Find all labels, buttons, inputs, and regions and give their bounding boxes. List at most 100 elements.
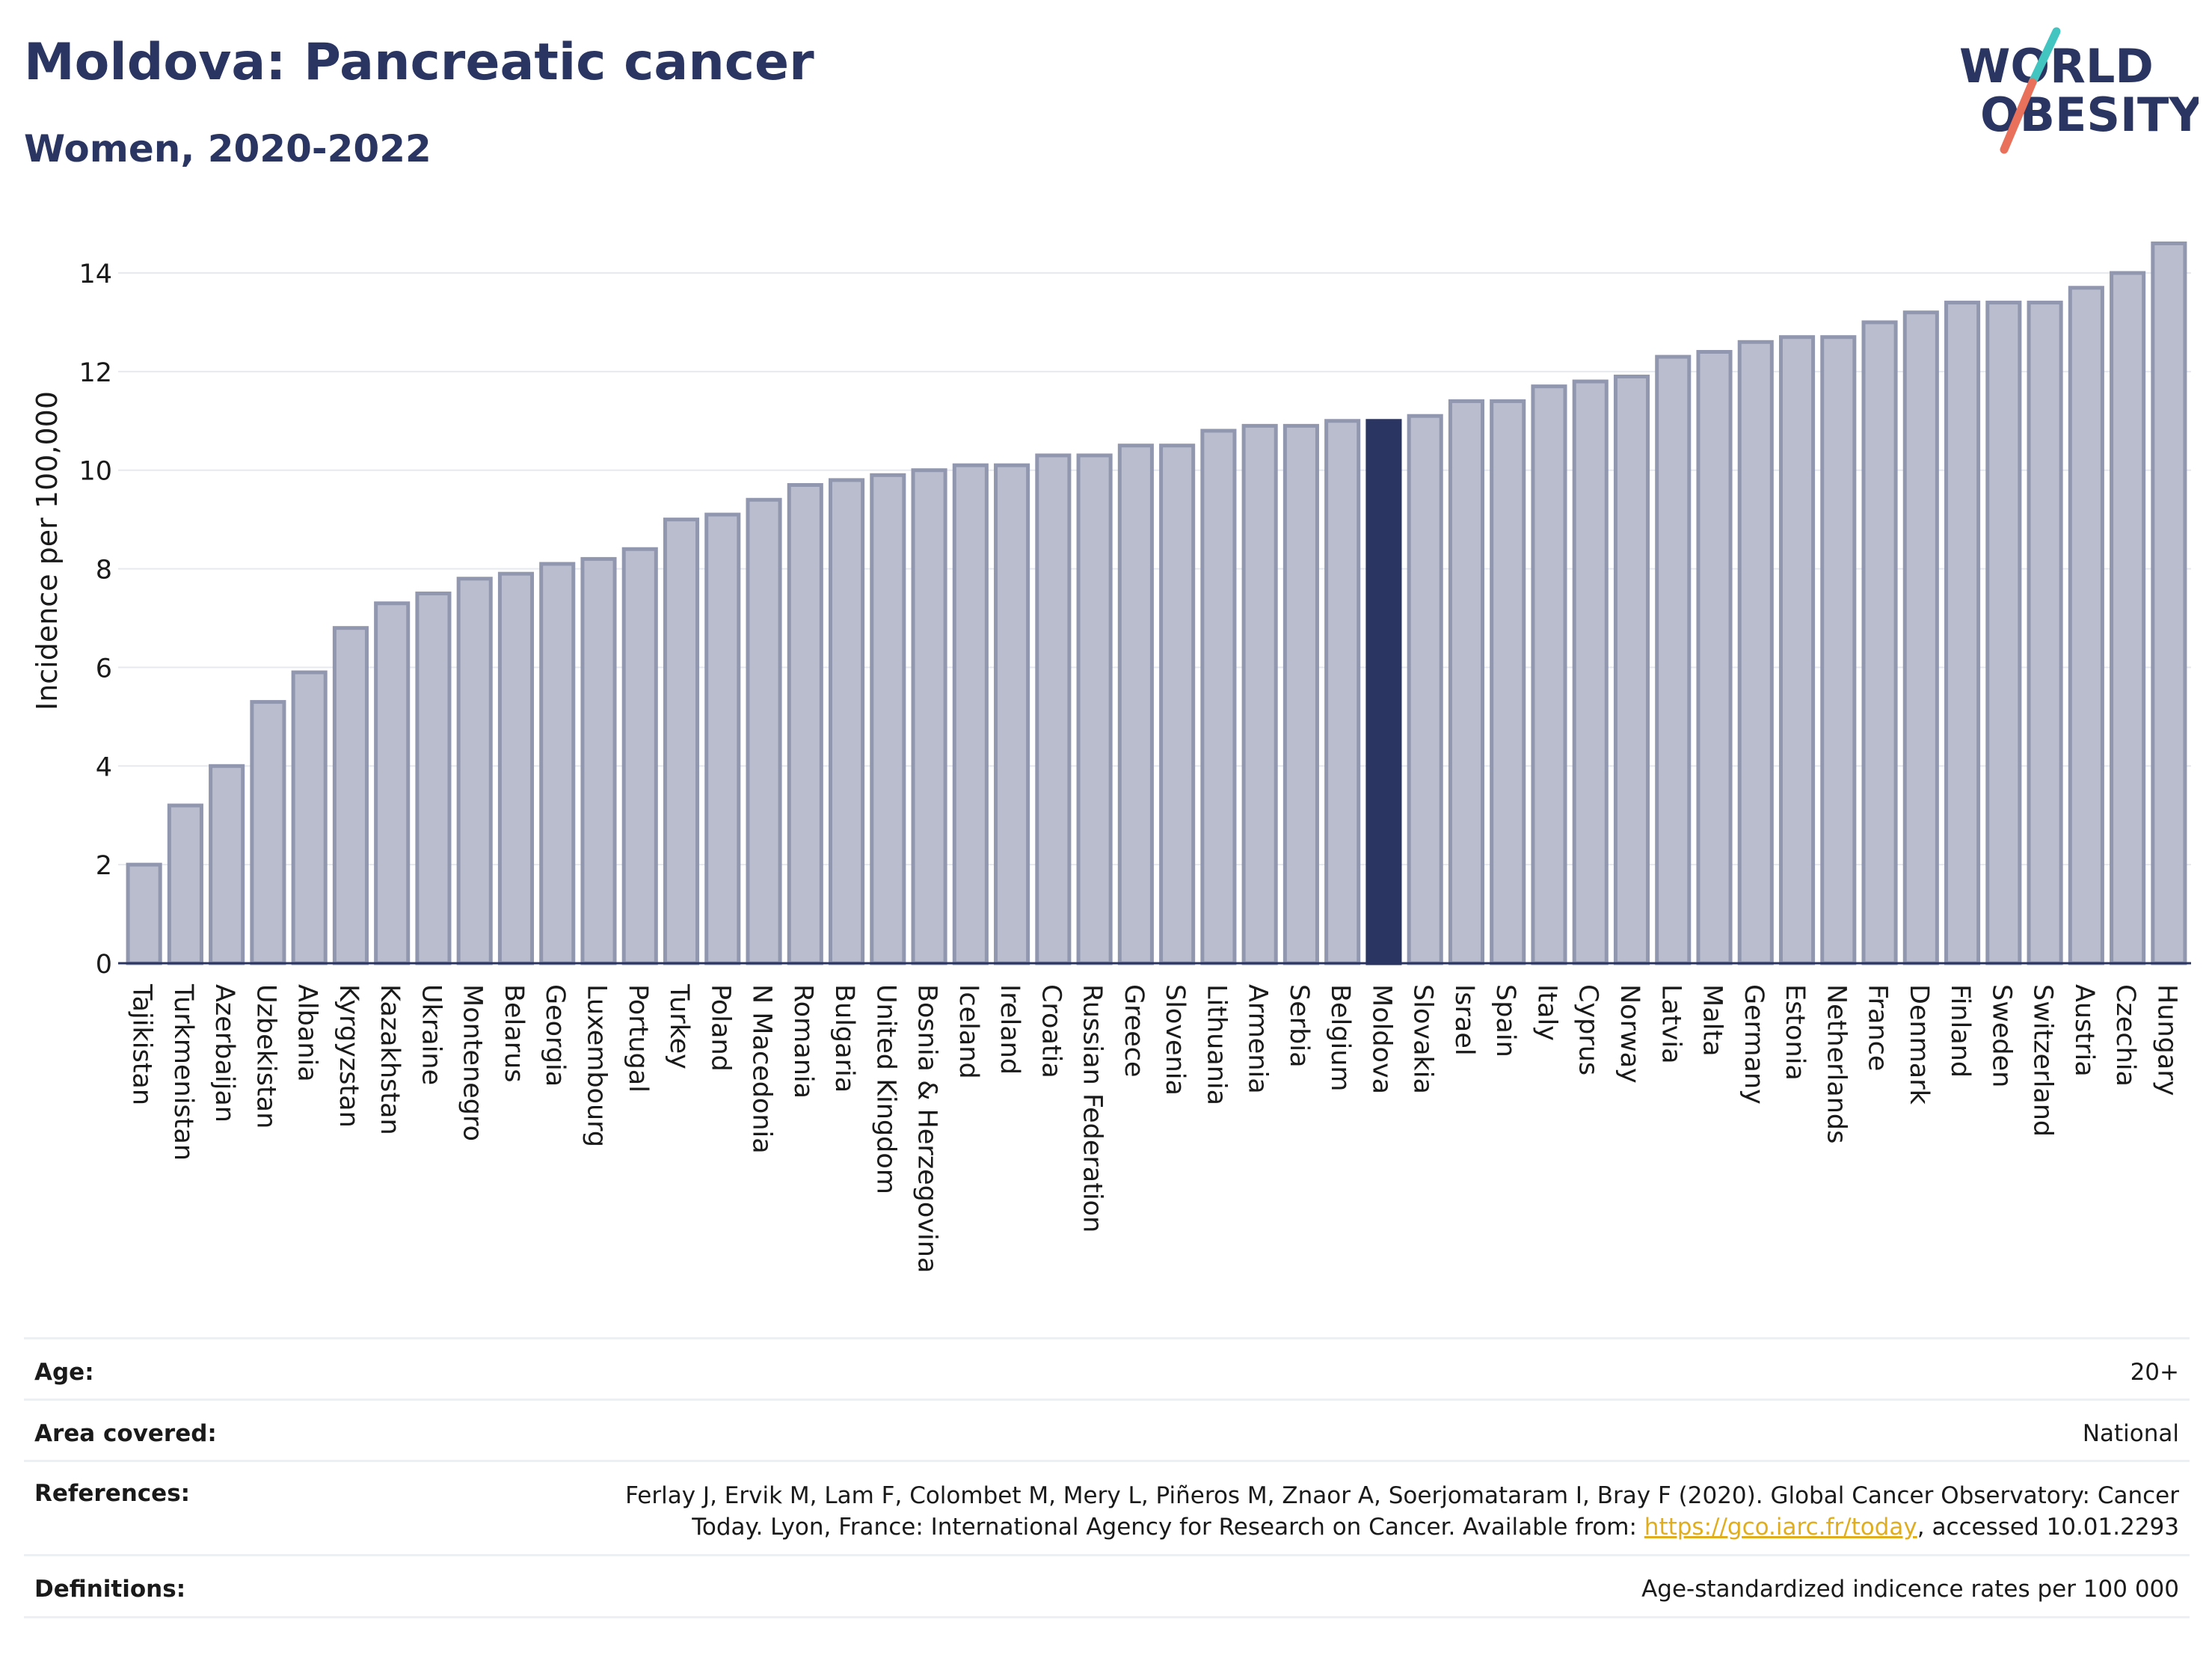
bar-kyrgyzstan	[332, 626, 369, 965]
bar-bulgaria	[828, 478, 865, 965]
x-tick-label: United Kingdom	[870, 984, 900, 1194]
x-tick-label: Belarus	[499, 984, 529, 1083]
x-tick-label: Netherlands	[1821, 984, 1851, 1143]
bar-denmark	[1902, 310, 1939, 965]
x-tick-label: Slovakia	[1408, 984, 1438, 1094]
bar-united-kingdom	[870, 473, 906, 965]
bar-germany	[1737, 340, 1774, 965]
bar-finland	[1944, 301, 1981, 965]
bar-romania	[787, 482, 823, 965]
world-obesity-logo: WORLD OBESITY	[1959, 27, 2199, 154]
bar-iceland	[952, 463, 989, 965]
bar-spain	[1490, 399, 1526, 965]
x-tick-label: Austria	[2069, 984, 2099, 1077]
bar-belgium	[1324, 419, 1361, 965]
bar-armenia	[1241, 423, 1278, 965]
x-tick-label: Greece	[1119, 984, 1149, 1078]
bar-austria	[2068, 286, 2104, 965]
area-value: National	[2082, 1420, 2179, 1447]
bar-montenegro	[456, 577, 493, 965]
x-tick-labels: Tajikistan Turkmenistan Azerbaijan Uzbekist…	[127, 983, 2182, 1273]
x-tick-label: Slovenia	[1160, 984, 1190, 1096]
x-tick-label: Bosnia & Herzegovina	[912, 984, 942, 1273]
bar-kazakhstan	[374, 601, 411, 965]
references-line2-post: , accessed 10.01.2293	[1917, 1514, 2179, 1541]
x-tick-label: Norway	[1615, 984, 1644, 1084]
bar-azerbaijan	[209, 764, 245, 965]
logo-line1: WORLD	[1959, 39, 2154, 93]
references-label: References:	[34, 1480, 191, 1507]
info-row-area: Area covered: National	[24, 1398, 2190, 1461]
x-tick-label: Turkmenistan	[168, 983, 198, 1161]
bar-israel	[1448, 399, 1485, 965]
bar-ukraine	[415, 592, 452, 965]
y-tick-label: 4	[96, 752, 112, 782]
info-row-age: Age: 20+	[24, 1337, 2190, 1399]
y-axis-label: Incidence per 100,000	[31, 391, 64, 710]
x-tick-label: Russian Federation	[1078, 984, 1107, 1232]
bar-bosnia-herzegovina	[911, 468, 947, 965]
x-tick-label: Kazakhstan	[375, 984, 405, 1135]
y-tick-label: 12	[79, 358, 112, 388]
bar-cyprus	[1572, 379, 1609, 965]
x-tick-label: Iceland	[953, 984, 983, 1079]
bar-norway	[1613, 374, 1650, 965]
x-tick-label: Czechia	[2110, 984, 2140, 1087]
bar-ireland	[994, 463, 1030, 965]
x-tick-label: Ukraine	[416, 984, 446, 1085]
bar-greece	[1117, 443, 1154, 965]
bar-lithuania	[1200, 429, 1237, 965]
x-tick-label: Montenegro	[458, 984, 488, 1141]
x-tick-label: Kyrgyzstan	[334, 984, 363, 1128]
bar-georgia	[539, 562, 576, 965]
age-label: Age:	[34, 1359, 94, 1386]
bar-estonia	[1778, 335, 1816, 965]
bar-n-macedonia	[746, 497, 782, 965]
x-tick-label: Tajikistan	[127, 983, 157, 1105]
bar-france	[1861, 320, 1898, 965]
x-tick-label: Malta	[1698, 984, 1727, 1057]
bar-belarus	[497, 571, 535, 965]
bar-turkey	[663, 518, 700, 965]
bar-latvia	[1655, 354, 1692, 965]
bar-czechia	[2110, 271, 2146, 965]
x-tick-label: Luxembourg	[581, 984, 611, 1147]
bar-albania	[291, 670, 328, 965]
references-value: Ferlay J, Ervik M, Lam F, Colombet M, Me…	[625, 1480, 2179, 1543]
x-tick-label: N Macedonia	[747, 984, 777, 1154]
references-line1: Ferlay J, Ervik M, Lam F, Colombet M, Me…	[625, 1482, 2179, 1509]
bar-moldova	[1365, 419, 1402, 965]
y-tick-label: 8	[96, 556, 112, 586]
logo-slash-teal	[2028, 27, 2061, 87]
y-tick-label: 0	[96, 950, 112, 980]
bar-netherlands	[1820, 335, 1857, 965]
bar-sweden	[1985, 301, 2022, 965]
x-tick-label: France	[1863, 984, 1893, 1071]
x-tick-label: Armenia	[1243, 984, 1273, 1094]
bar-italy	[1531, 384, 1567, 965]
x-tick-label: Germany	[1739, 984, 1769, 1105]
x-tick-label: Uzbekistan	[251, 984, 280, 1129]
x-tick-label: Denmark	[1904, 984, 1934, 1105]
definitions-value: Age-standardized indicence rates per 100…	[1641, 1576, 2179, 1603]
x-tick-label: Estonia	[1780, 984, 1810, 1081]
age-value: 20+	[2130, 1359, 2179, 1386]
area-label: Area covered:	[34, 1420, 217, 1447]
bar-slovenia	[1159, 443, 1196, 965]
x-tick-label: Cyprus	[1573, 984, 1603, 1075]
x-tick-label: Finland	[1945, 984, 1975, 1078]
bar-hungary	[2151, 241, 2187, 965]
bar-luxembourg	[580, 556, 617, 965]
y-tick-label: 14	[79, 260, 112, 289]
bar-slovakia	[1407, 414, 1443, 965]
references-link[interactable]: https://gco.iarc.fr/today	[1644, 1514, 1917, 1541]
bar-chart: 0 2 4 6 8 10 12 14 Tajikistan Turkmenistan Azerba…	[31, 241, 2191, 1273]
page-subtitle: Women, 2020-2022	[24, 127, 431, 171]
x-tick-label: Serbia	[1284, 984, 1314, 1068]
bar-russian-federation	[1076, 453, 1113, 965]
x-tick-label: Sweden	[1986, 984, 2016, 1087]
x-tick-label: Bulgaria	[829, 984, 859, 1093]
bar-portugal	[621, 547, 658, 965]
x-tick-label: Italy	[1531, 984, 1561, 1041]
bar-switzerland	[2027, 301, 2063, 965]
